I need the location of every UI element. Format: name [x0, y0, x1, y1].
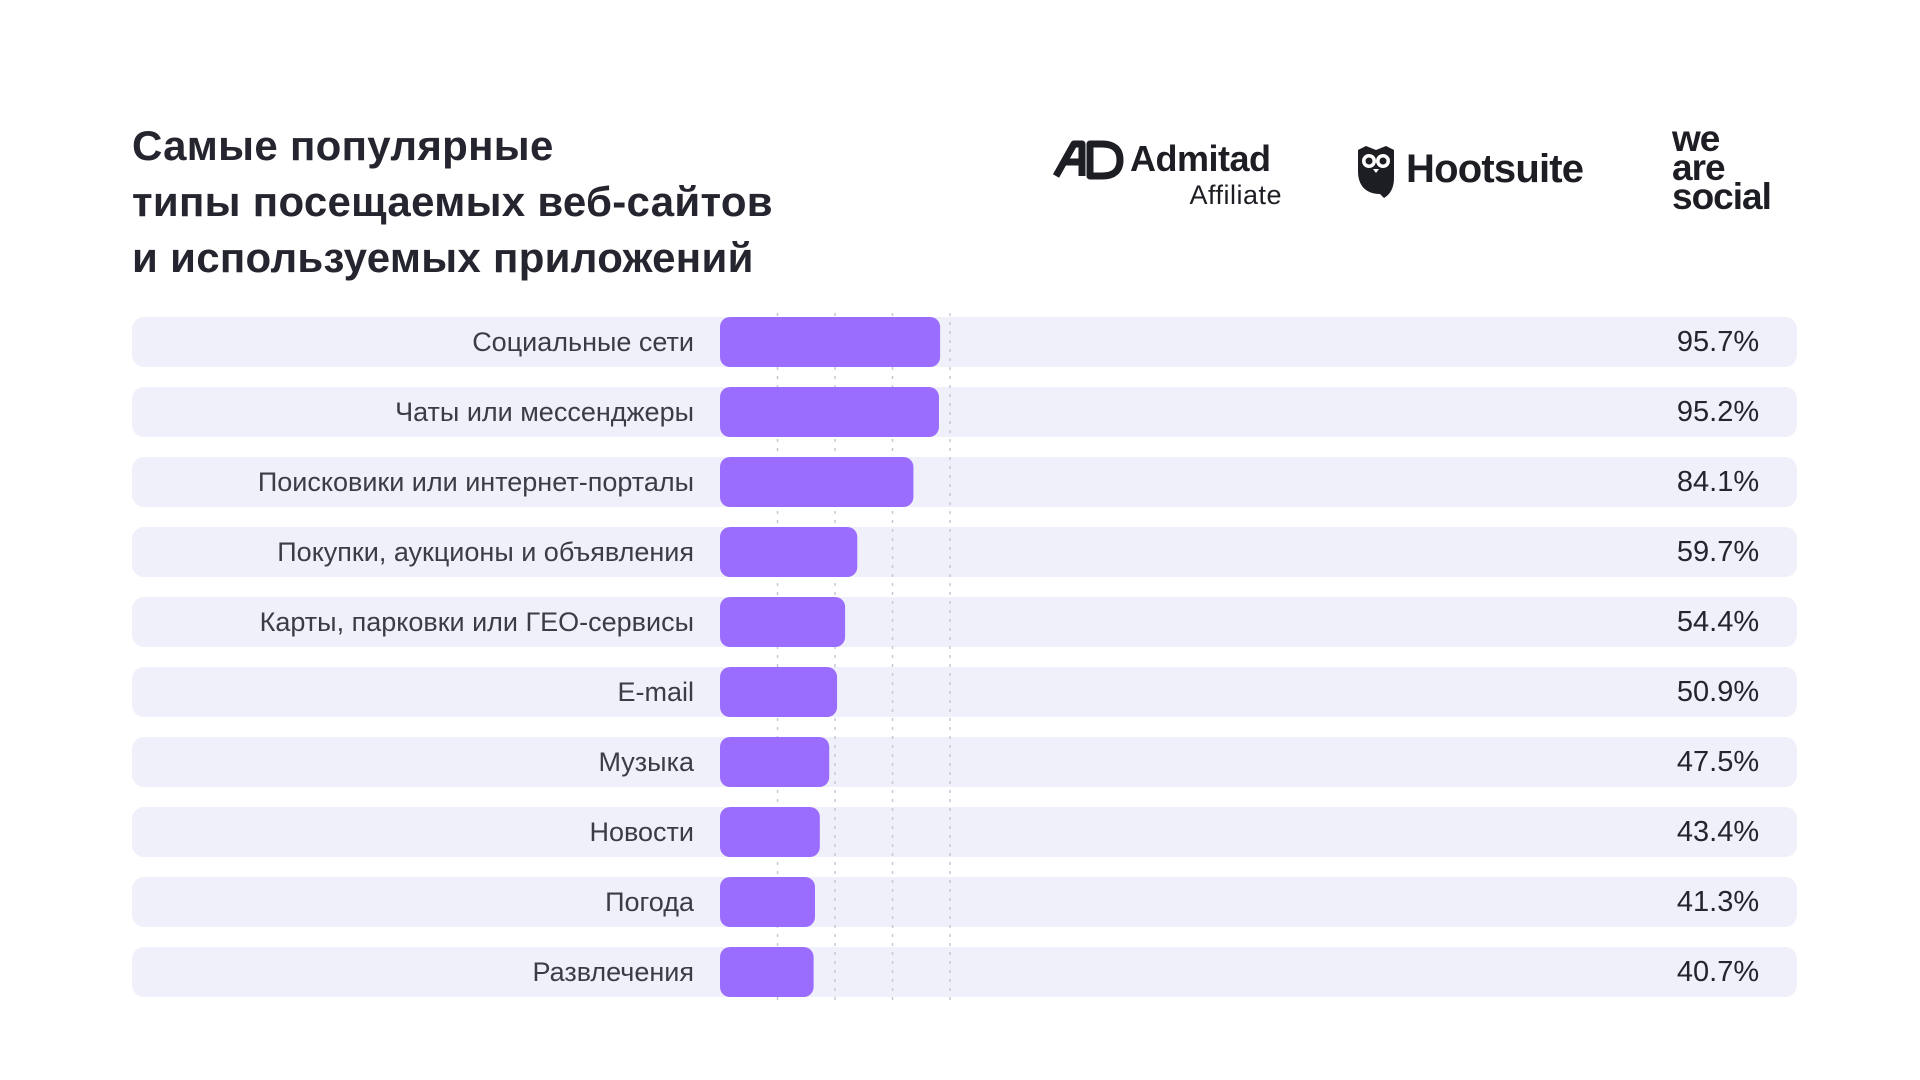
- title-line-3: и используемых приложений: [132, 234, 754, 281]
- bar: [720, 807, 820, 857]
- gridlines: [776, 313, 951, 1001]
- category-label: Музыка: [598, 747, 694, 777]
- bar: [720, 597, 846, 647]
- value-label: 40.7%: [1677, 956, 1759, 988]
- value-label: 84.1%: [1677, 466, 1759, 498]
- labels: Социальные сети 95.7% Чаты или мессенджеры…: [258, 326, 1759, 988]
- row-background: [132, 597, 1797, 647]
- title-line-1: Самые популярные: [132, 122, 554, 169]
- category-label: Покупки, аукционы и объявления: [277, 537, 694, 567]
- category-label: Чаты или мессенджеры: [395, 397, 694, 427]
- row-backgrounds: [132, 317, 1797, 997]
- bar: [720, 387, 939, 437]
- row-background: [132, 387, 1797, 437]
- category-label: Социальные сети: [472, 327, 694, 357]
- admitad-sub: Affiliate: [1189, 180, 1282, 210]
- was-line-3: social: [1672, 176, 1772, 217]
- row-background: [132, 667, 1797, 717]
- category-label: Развлечения: [533, 957, 695, 987]
- row-background: [132, 457, 1797, 507]
- admitad-mark-icon: [1052, 140, 1124, 180]
- was-line-1: we: [1672, 118, 1720, 159]
- category-label: E-mail: [617, 677, 694, 707]
- bar: [720, 877, 815, 927]
- was-line-2: are: [1672, 147, 1726, 188]
- bar: [720, 317, 941, 367]
- bars: [720, 317, 941, 997]
- category-label: Поисковики или интернет-порталы: [258, 467, 694, 497]
- title-line-2: типы посещаемых веб-сайтов: [132, 178, 773, 225]
- category-label: Погода: [605, 887, 695, 917]
- value-label: 95.7%: [1677, 326, 1759, 358]
- hootsuite-name: Hootsuite: [1406, 147, 1584, 191]
- row-background: [132, 877, 1797, 927]
- bar: [720, 947, 814, 997]
- value-label: 47.5%: [1677, 746, 1759, 778]
- row-background: [132, 807, 1797, 857]
- value-label: 41.3%: [1677, 886, 1759, 918]
- owl-icon: [1358, 146, 1394, 198]
- category-label: Карты, парковки или ГЕО-сервисы: [260, 607, 694, 637]
- chart-title: Самые популярные типы посещаемых веб-сай…: [132, 118, 773, 286]
- value-label: 59.7%: [1677, 536, 1759, 568]
- bar: [720, 737, 830, 787]
- value-label: 54.4%: [1677, 606, 1759, 638]
- value-label: 43.4%: [1677, 816, 1759, 848]
- row-background: [132, 527, 1797, 577]
- admitad-logo: Admitad Affiliate: [1052, 138, 1282, 218]
- row-background: [132, 317, 1797, 367]
- value-label: 95.2%: [1677, 396, 1759, 428]
- bar: [720, 527, 858, 577]
- category-label: Новости: [589, 817, 694, 847]
- bar: [720, 457, 914, 507]
- we-are-social-logo: we are social: [1672, 118, 1802, 217]
- bar: [720, 667, 838, 717]
- value-label: 50.9%: [1677, 676, 1759, 708]
- hootsuite-logo: Hootsuite: [1356, 144, 1606, 204]
- admitad-name: Admitad: [1130, 138, 1271, 179]
- row-background: [132, 947, 1797, 997]
- row-background: [132, 737, 1797, 787]
